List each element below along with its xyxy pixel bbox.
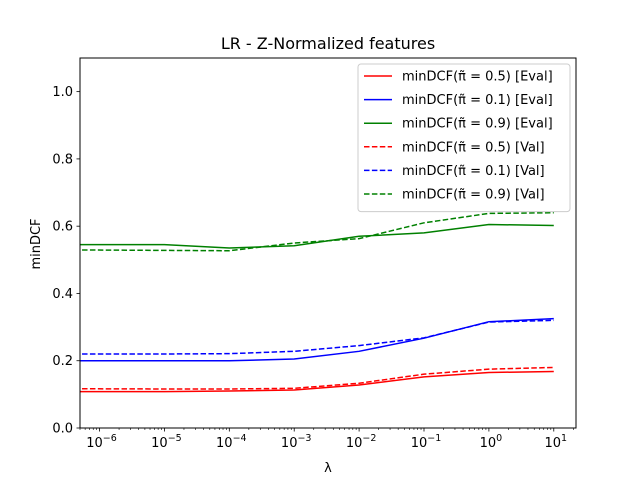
series-line-4 bbox=[80, 319, 554, 355]
plot-area bbox=[80, 211, 554, 393]
legend-entry-label: minDCF(π̃ = 0.5) [Val] bbox=[402, 140, 545, 155]
y-axis-label: minDCF bbox=[29, 218, 44, 269]
y-tick-label: 0.0 bbox=[52, 422, 73, 437]
x-tick-label: 100 bbox=[480, 433, 503, 451]
legend: minDCF(π̃ = 0.5) [Eval] minDCF(π̃ = 0.1) … bbox=[357, 63, 571, 213]
series-line-3 bbox=[80, 366, 554, 390]
y-tick-label: 0.8 bbox=[52, 152, 73, 167]
y-tick-label: 0.2 bbox=[52, 354, 73, 369]
x-tick-label: 10−4 bbox=[216, 433, 247, 451]
chart-title: LR - Z-Normalized features bbox=[221, 34, 435, 53]
legend-entry-label: minDCF(π̃ = 0.1) [Eval] bbox=[402, 93, 553, 108]
x-axis-label: λ bbox=[324, 461, 332, 476]
x-tick-label: 10−3 bbox=[281, 433, 312, 451]
series-line-0 bbox=[80, 370, 554, 393]
x-tick-label: 101 bbox=[544, 433, 567, 451]
x-tick-label: 10−1 bbox=[411, 433, 442, 451]
x-tick-label: 10−5 bbox=[151, 433, 182, 451]
legend-entry-label: minDCF(π̃ = 0.1) [Val] bbox=[402, 164, 545, 179]
legend-entry-label: minDCF(π̃ = 0.9) [Val] bbox=[402, 188, 545, 203]
legend-entry-label: minDCF(π̃ = 0.9) [Eval] bbox=[402, 117, 553, 132]
plot-frame bbox=[79, 57, 577, 429]
series-line-5 bbox=[80, 211, 554, 252]
legend-box bbox=[357, 63, 571, 213]
y-tick-label: 0.6 bbox=[52, 220, 73, 235]
x-tick-label: 10−2 bbox=[346, 433, 377, 451]
y-tick-label: 1.0 bbox=[52, 85, 73, 100]
y-tick-label: 0.4 bbox=[52, 287, 73, 302]
legend-entry-label: minDCF(π̃ = 0.5) [Eval] bbox=[402, 70, 553, 85]
axis-ticks: 0.0 0.2 0.4 0.6 0.8 1.0 10−6 10−5 10−4 10−3 10−2 10… bbox=[52, 85, 574, 451]
x-tick-label: 10−6 bbox=[86, 433, 117, 451]
